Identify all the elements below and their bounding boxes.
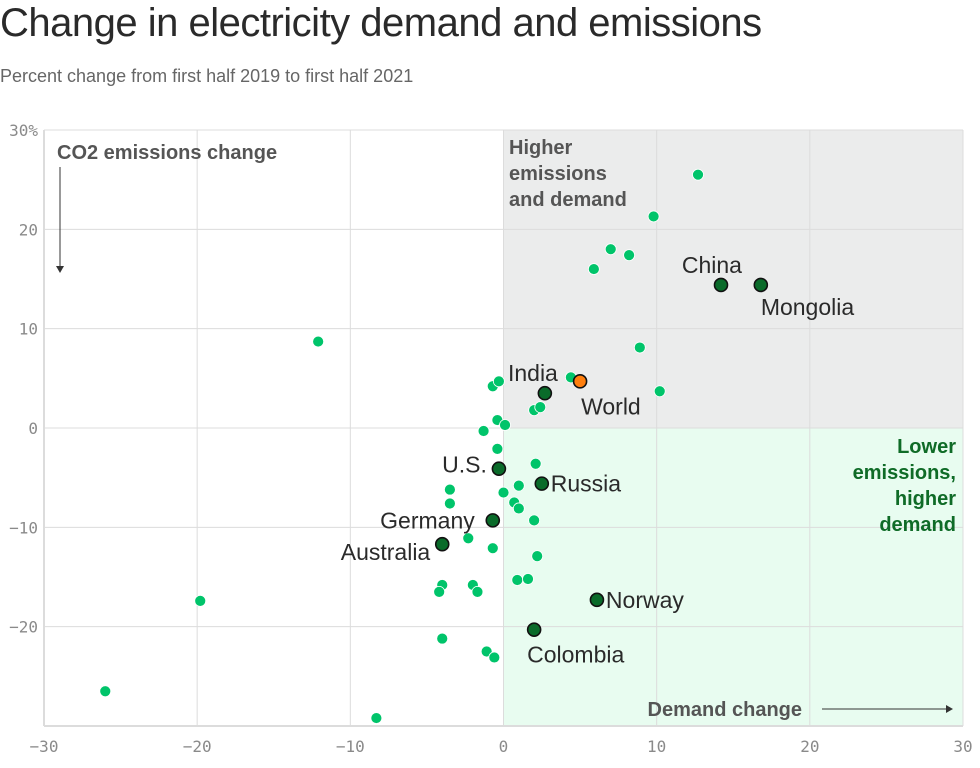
data-point [522,573,534,585]
data-point-mongolia [753,277,769,293]
arrow-right-icon [946,705,953,713]
data-point [623,249,635,262]
data-point [491,442,504,455]
data-point [471,586,484,598]
y-axis-label: CO2 emissions change [57,142,277,164]
y-tick-label: 0 [28,419,38,438]
data-point-world [572,374,588,389]
y-tick-label: 30% [9,121,38,140]
tick-labels: −30 −20 −10 0 10 20 30 30% 20 10 0 −10 −20 [9,121,973,756]
quadrant-label-upper-right: Higher emissions and demand [509,137,627,211]
data-point [531,550,544,563]
data-point [499,419,511,431]
point-label-colombia: Colombia [527,642,624,668]
gridlines [43,129,964,727]
axis-labels: CO2 emissions change Demand change [56,142,953,721]
data-point [488,651,501,664]
data-point [99,685,112,698]
data-point [312,335,325,348]
chart-title: Change in electricity demand and emissio… [0,1,762,45]
data-point [587,263,600,275]
quadrant-labels: Higher emissions and demand Lower emissions,… [509,137,956,536]
x-tick-label: 20 [800,737,819,756]
data-point [194,594,207,607]
x-tick-label: 30 [953,737,972,756]
x-tick-label: 10 [647,737,666,756]
data-point [497,486,510,499]
data-point [443,497,456,510]
y-tick-label: −10 [9,518,38,537]
point-label-u-s: U.S. [442,452,487,478]
data-point [512,479,525,492]
data-point [443,483,456,496]
data-point [511,574,524,586]
y-tick-label: −20 [9,618,38,637]
data-point [529,457,542,470]
quadrant-label-lower-right: Lower emissions, higher demand [853,436,957,536]
data-point-australia [434,536,450,552]
data-point [633,341,646,354]
data-point [477,425,490,437]
data-point-germany [485,513,501,528]
data-point-norway [589,592,605,608]
point-label-australia: Australia [341,539,431,565]
chart-subtitle: Percent change from first half 2019 to f… [0,66,414,86]
data-point [647,210,660,223]
y-tick-label: 20 [19,220,38,239]
point-label-germany: Germany [380,507,475,533]
data-point-india [537,385,553,401]
data-point [653,385,666,398]
data-point [528,514,541,527]
data-points [99,168,769,724]
point-label-norway: Norway [606,587,684,613]
point-label-world: World [581,393,641,419]
quadrant-lower-right [503,428,963,726]
x-tick-label: −30 [30,737,59,756]
data-point [692,168,704,181]
y-tick-label: 10 [19,320,38,339]
data-point [462,532,475,545]
data-point-colombia [526,622,542,637]
x-tick-label: −20 [183,737,212,756]
data-point-china [713,277,729,293]
point-labels: China Mongolia India World U.S. Russia Germany… [341,252,855,668]
data-point [370,712,383,724]
x-tick-label: 0 [499,737,509,756]
data-point [493,375,505,388]
x-tick-label: −10 [336,737,365,756]
x-axis-label: Demand change [648,699,802,721]
data-point [534,401,547,414]
point-label-china: China [682,252,742,278]
point-label-russia: Russia [551,471,622,497]
data-point-russia [534,476,550,491]
point-label-mongolia: Mongolia [761,294,855,320]
data-point-u-s [491,461,507,477]
data-point [512,502,525,515]
point-label-india: India [508,360,558,386]
data-point [604,243,617,256]
data-point [436,632,449,645]
data-point [486,542,499,555]
arrow-down-icon [56,266,64,273]
data-point [433,586,446,598]
